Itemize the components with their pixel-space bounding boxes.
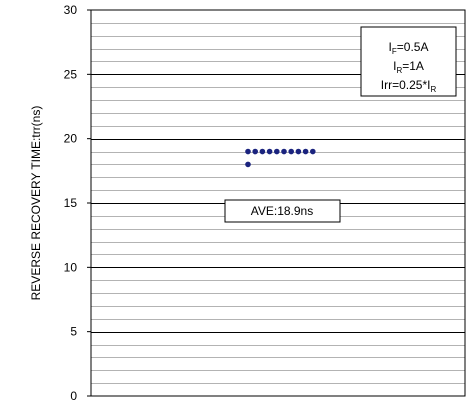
y-axis-label: REVERSE RECOVERY TIME:trr(ns) xyxy=(29,106,43,301)
condition-if: IF=0.5A xyxy=(389,40,429,56)
condition-irr: Irr=0.25*IR xyxy=(381,78,437,94)
data-point xyxy=(274,148,280,155)
data-point xyxy=(266,148,273,155)
data-point xyxy=(252,148,258,155)
data-point xyxy=(295,148,302,155)
y-tick-label: 25 xyxy=(64,67,78,81)
data-point xyxy=(302,148,309,155)
y-tick-label: 20 xyxy=(64,132,78,146)
data-point xyxy=(281,148,287,155)
y-tick-label: 0 xyxy=(70,389,77,403)
data-point xyxy=(245,161,251,168)
y-tick-label: 10 xyxy=(64,260,78,274)
data-points xyxy=(245,148,316,168)
y-tick-label: 15 xyxy=(64,196,78,210)
average-box xyxy=(224,199,341,223)
data-point xyxy=(310,148,316,155)
conditions-legend: IF=0.5A IR=1A Irr=0.25*IR xyxy=(360,26,457,97)
data-point xyxy=(245,148,251,155)
data-point xyxy=(259,148,266,155)
average-label: AVE:18.9ns xyxy=(251,204,313,218)
average-annotation: AVE:18.9ns xyxy=(224,199,341,223)
y-tick-label: 5 xyxy=(70,325,77,339)
conditions-box xyxy=(360,26,457,97)
y-axis-ticks: 0 5 10 15 20 25 30 xyxy=(64,3,91,403)
data-point xyxy=(288,148,295,155)
condition-ir: IR=1A xyxy=(393,59,424,75)
y-tick-label: 30 xyxy=(64,3,78,17)
